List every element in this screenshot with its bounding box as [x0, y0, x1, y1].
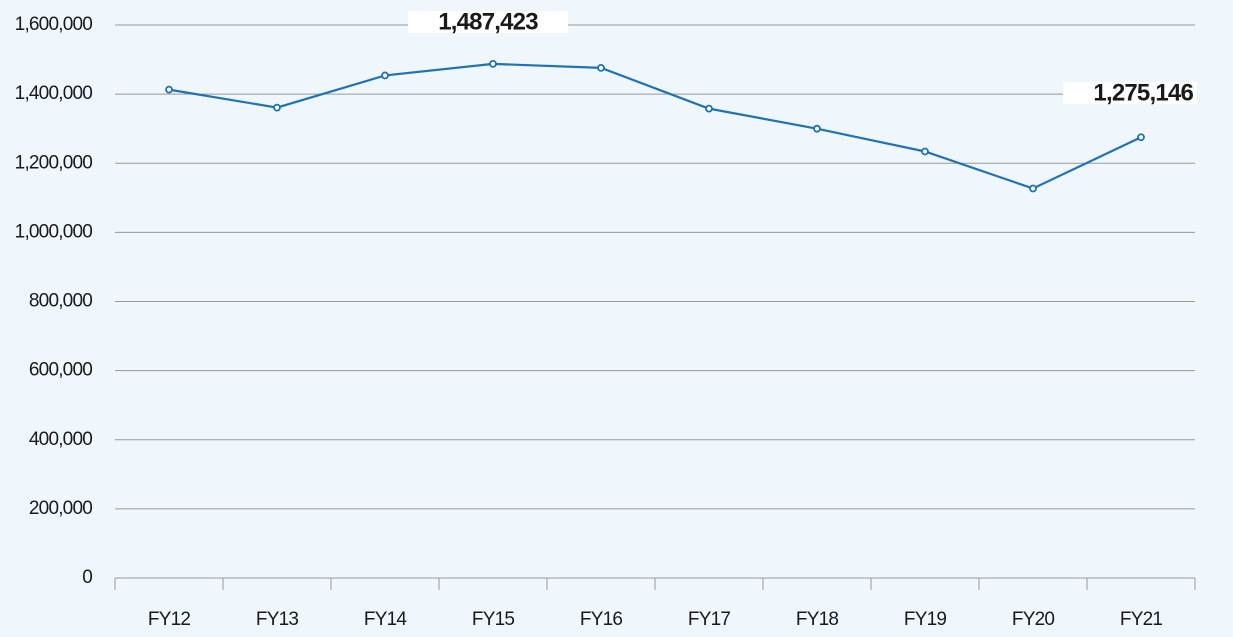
x-tick-label: FY21 — [1120, 609, 1162, 630]
x-tick-label: FY15 — [472, 609, 514, 630]
y-tick-label: 1,000,000 — [15, 221, 93, 242]
y-tick-label: 0 — [82, 567, 92, 588]
y-tick-label: 1,600,000 — [15, 14, 93, 35]
data-label: 1,487,423 — [438, 8, 538, 35]
data-point — [1137, 133, 1145, 142]
label-box — [1063, 82, 1197, 105]
x-tick-label: FY12 — [148, 609, 190, 630]
data-point — [381, 71, 389, 80]
x-tick-label: FY20 — [1012, 609, 1054, 630]
line-series — [168, 62, 1142, 190]
data-point — [921, 147, 929, 156]
x-tick-label: FY13 — [256, 609, 298, 630]
x-tick-label: FY19 — [904, 609, 946, 630]
data-point — [489, 60, 497, 68]
data-point — [1029, 184, 1037, 193]
y-tick-label: 400,000 — [29, 429, 92, 450]
y-tick-label: 800,000 — [29, 291, 92, 312]
y-tick-label: 600,000 — [29, 360, 92, 381]
x-tick-label: FY16 — [580, 609, 622, 630]
data-point — [597, 63, 605, 72]
data-point — [273, 103, 281, 112]
data-point — [705, 104, 713, 113]
x-tick-label: FY17 — [688, 609, 730, 630]
data-label: 1,275,146 — [1093, 79, 1193, 106]
y-tick-label: 200,000 — [29, 498, 92, 519]
x-tick-label: FY18 — [796, 609, 838, 630]
label-box — [408, 11, 568, 33]
data-point — [165, 85, 173, 94]
x-tick-label: FY14 — [364, 609, 407, 630]
y-tick-label: 1,400,000 — [15, 83, 93, 104]
data-point — [813, 124, 821, 133]
y-tick-label: 1,200,000 — [15, 152, 93, 173]
